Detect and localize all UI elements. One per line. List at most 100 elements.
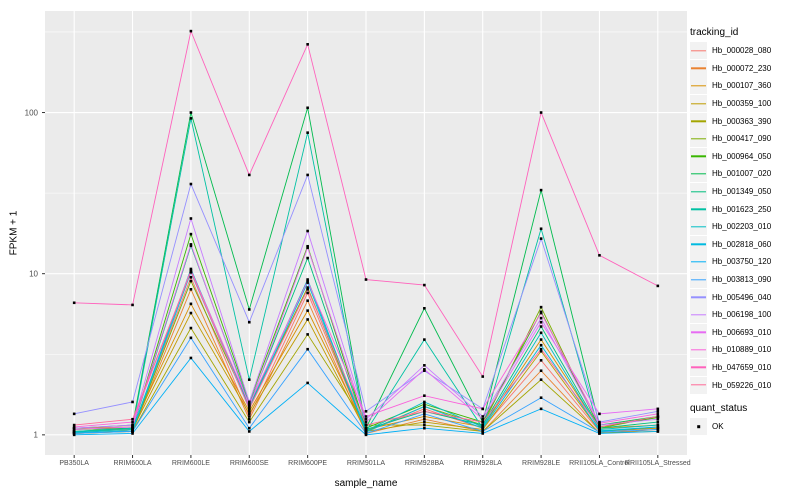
data-point — [131, 400, 134, 404]
data-point — [656, 284, 660, 288]
x-tick-label-RRIM600PE: RRIM600PE — [288, 460, 328, 467]
data-point — [247, 410, 251, 413]
data-point — [423, 364, 426, 367]
legend-line-icon — [691, 349, 706, 351]
data-point — [481, 407, 485, 411]
data-point — [189, 275, 193, 279]
data-point — [247, 407, 251, 411]
legend-entry: Hb_003750_120 — [690, 253, 798, 271]
legend-line-icon — [691, 278, 706, 281]
data-point — [306, 106, 309, 110]
data-point — [481, 432, 485, 435]
data-point — [189, 267, 193, 271]
data-point — [189, 111, 193, 114]
x-tick-label-RRIM928BA: RRIM928BA — [404, 460, 444, 467]
data-point — [539, 349, 543, 353]
data-point — [423, 283, 426, 287]
legend-key-swatch — [690, 235, 707, 253]
data-point — [247, 405, 251, 408]
legend-title-quant-status: quant_status — [690, 402, 748, 414]
data-point — [656, 415, 660, 418]
legend-line-icon — [691, 331, 706, 333]
data-point — [189, 244, 193, 248]
data-point — [539, 188, 543, 192]
data-point — [656, 430, 660, 433]
data-point — [539, 331, 543, 335]
data-point — [656, 417, 660, 421]
legend-entry: Hb_010889_010 — [690, 341, 798, 359]
data-point — [247, 426, 251, 430]
legend-key-swatch — [690, 200, 707, 218]
legend-entries: Hb_000028_080 Hb_000072_230 Hb_000107_360 H… — [690, 42, 798, 394]
data-point — [131, 417, 134, 421]
x-tick-label-RRIM600LA: RRIM600LA — [113, 460, 152, 467]
data-point — [598, 254, 601, 257]
legend-line-icon — [691, 314, 706, 316]
data-point — [423, 338, 426, 341]
data-point — [189, 270, 193, 273]
data-point — [247, 308, 251, 311]
legend-entry: Hb_001623_250 — [690, 200, 798, 218]
legend-entry: Hb_002203_010 — [690, 218, 798, 236]
data-point — [539, 227, 543, 231]
legend-entry-label: Hb_000359_100 — [712, 99, 772, 109]
data-point — [247, 417, 251, 421]
legend-entry-label: Hb_005496_040 — [712, 292, 772, 302]
data-point — [189, 182, 193, 186]
data-point — [131, 423, 134, 427]
data-point — [539, 316, 543, 320]
data-point — [72, 433, 76, 437]
data-point — [189, 117, 193, 120]
data-point — [423, 405, 426, 408]
legend-entry-label: Hb_006693_010 — [712, 327, 772, 337]
data-point — [189, 288, 193, 291]
y-tick-label-100: 100 — [24, 108, 38, 118]
data-point — [423, 423, 426, 427]
data-point — [364, 417, 368, 421]
data-point — [131, 425, 134, 429]
legend-key-swatch — [690, 218, 707, 236]
legend-line-icon — [691, 226, 706, 228]
data-point — [364, 278, 368, 281]
legend-entry-ok: OK — [690, 418, 798, 436]
legend-key-swatch — [690, 271, 707, 289]
legend-entry: Hb_003813_090 — [690, 271, 798, 289]
legend-entry-label: Hb_002818_060 — [712, 239, 772, 249]
legend-key-swatch — [690, 165, 707, 183]
data-point — [306, 288, 309, 291]
data-point — [423, 417, 426, 421]
data-point — [656, 428, 660, 431]
legend-entry: Hb_001007_020 — [690, 165, 798, 183]
legend-key-swatch — [690, 323, 707, 341]
data-point — [306, 299, 309, 302]
data-point — [131, 420, 134, 424]
data-point — [189, 311, 193, 315]
data-point — [539, 311, 543, 315]
data-point — [481, 430, 485, 433]
data-point — [306, 318, 309, 321]
data-point — [306, 173, 309, 177]
x-tick-label-RRIM600SE: RRIM600SE — [229, 460, 269, 467]
data-point — [539, 111, 543, 114]
legend-line-icon — [691, 296, 706, 298]
legend-entry-label: Hb_059226_010 — [712, 380, 772, 390]
data-point — [423, 412, 426, 416]
data-point — [481, 415, 485, 418]
legend-line-icon — [691, 155, 706, 158]
data-point — [131, 430, 134, 433]
legend-key-swatch — [690, 59, 707, 77]
data-point — [247, 400, 251, 404]
x-tick-label-RRIM928LA: RRIM928LA — [463, 460, 502, 467]
data-point — [539, 237, 543, 240]
x-tick-label-RRII105LA_Stressed: RRII105LA_Stressed — [624, 460, 691, 467]
legend-entry: Hb_059226_010 — [690, 376, 798, 394]
data-point — [598, 428, 601, 431]
data-point — [423, 400, 426, 404]
legend-line-icon — [691, 366, 706, 369]
legend-entry-label: Hb_003750_120 — [712, 257, 772, 267]
legend-title-tracking-id: tracking_id — [690, 27, 739, 38]
legend-entry: Hb_006693_010 — [690, 323, 798, 342]
legend-key-swatch — [690, 42, 707, 60]
legend-entry-label: Hb_001007_020 — [712, 169, 772, 179]
